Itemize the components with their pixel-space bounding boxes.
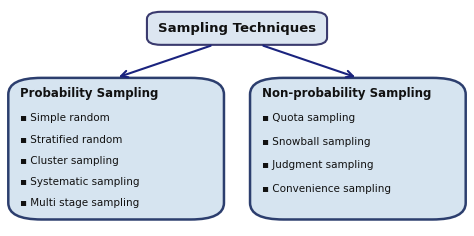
Text: ▪ Snowball sampling: ▪ Snowball sampling [262,137,370,147]
FancyBboxPatch shape [8,78,224,219]
Text: ▪ Quota sampling: ▪ Quota sampling [262,113,355,123]
Text: ▪ Convenience sampling: ▪ Convenience sampling [262,184,391,194]
Text: Non-probability Sampling: Non-probability Sampling [262,87,431,100]
FancyBboxPatch shape [250,78,465,219]
FancyBboxPatch shape [147,12,327,45]
Text: ▪ Multi stage sampling: ▪ Multi stage sampling [20,198,139,208]
Text: Probability Sampling: Probability Sampling [20,87,158,100]
Text: ▪ Cluster sampling: ▪ Cluster sampling [20,156,119,166]
Text: Sampling Techniques: Sampling Techniques [158,22,316,35]
Text: ▪ Judgment sampling: ▪ Judgment sampling [262,160,374,170]
Text: ▪ Stratified random: ▪ Stratified random [20,135,122,144]
Text: ▪ Systematic sampling: ▪ Systematic sampling [20,177,140,187]
Text: ▪ Simple random: ▪ Simple random [20,113,110,123]
